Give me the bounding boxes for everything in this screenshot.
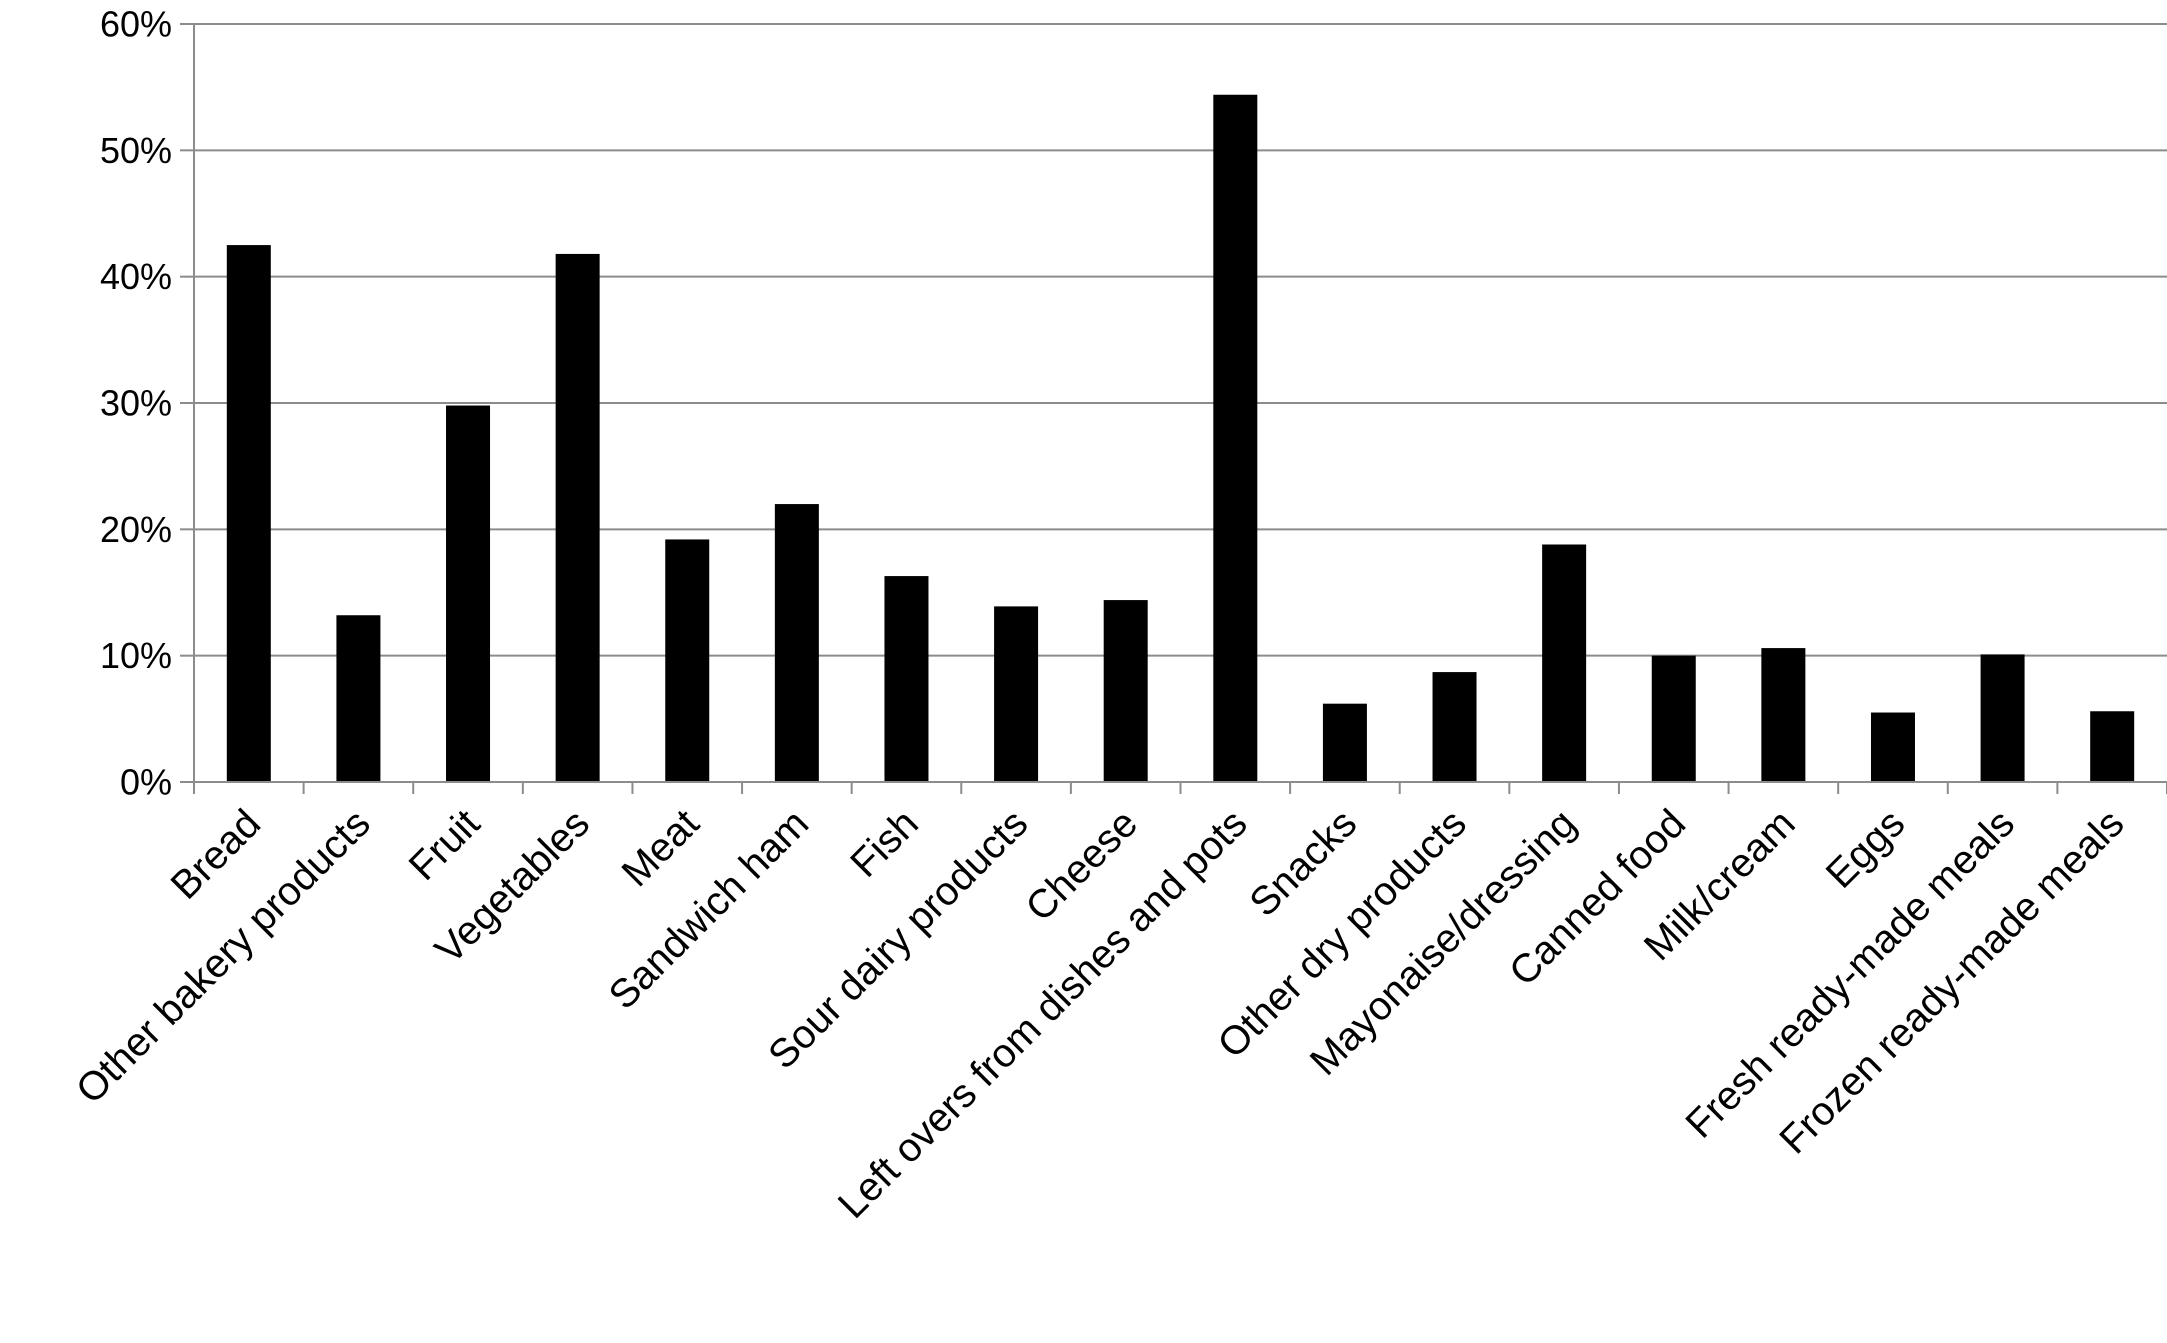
x-category-label: Sandwich ham xyxy=(601,801,818,1018)
bar xyxy=(446,405,491,782)
bar xyxy=(774,504,819,782)
x-category-label: Eggs xyxy=(1818,801,1914,897)
bar xyxy=(1870,712,1915,782)
y-tick-label: 30% xyxy=(100,383,172,424)
y-tick-label: 0% xyxy=(120,762,172,803)
bar xyxy=(1651,655,1696,782)
bar xyxy=(226,245,271,783)
bar xyxy=(1213,94,1258,783)
y-tick-labels: 0% 10% 20% 30% 40% 50% 60% xyxy=(100,4,172,803)
bar xyxy=(1322,703,1367,782)
axes xyxy=(180,23,2167,794)
x-category-label: Fish xyxy=(842,801,927,886)
y-tick-label: 10% xyxy=(100,635,172,676)
bar xyxy=(1761,648,1806,782)
bar xyxy=(555,253,600,783)
x-category-label: Meat xyxy=(614,801,708,895)
y-tick-label: 20% xyxy=(100,509,172,550)
bar xyxy=(994,606,1039,782)
bar xyxy=(336,615,381,782)
bars xyxy=(226,94,2135,783)
y-tick-label: 60% xyxy=(100,4,172,45)
bar xyxy=(1103,600,1148,782)
x-category-label: Fruit xyxy=(401,801,489,889)
gridlines xyxy=(194,23,2167,657)
bar xyxy=(1980,654,2025,782)
bar xyxy=(665,539,710,782)
bar xyxy=(2090,711,2135,782)
bar xyxy=(1542,544,1587,782)
y-tick-label: 50% xyxy=(100,130,172,171)
x-category-label: Bread xyxy=(163,801,270,908)
bar xyxy=(884,576,929,782)
bar xyxy=(1432,672,1477,782)
y-tick-label: 40% xyxy=(100,256,172,297)
